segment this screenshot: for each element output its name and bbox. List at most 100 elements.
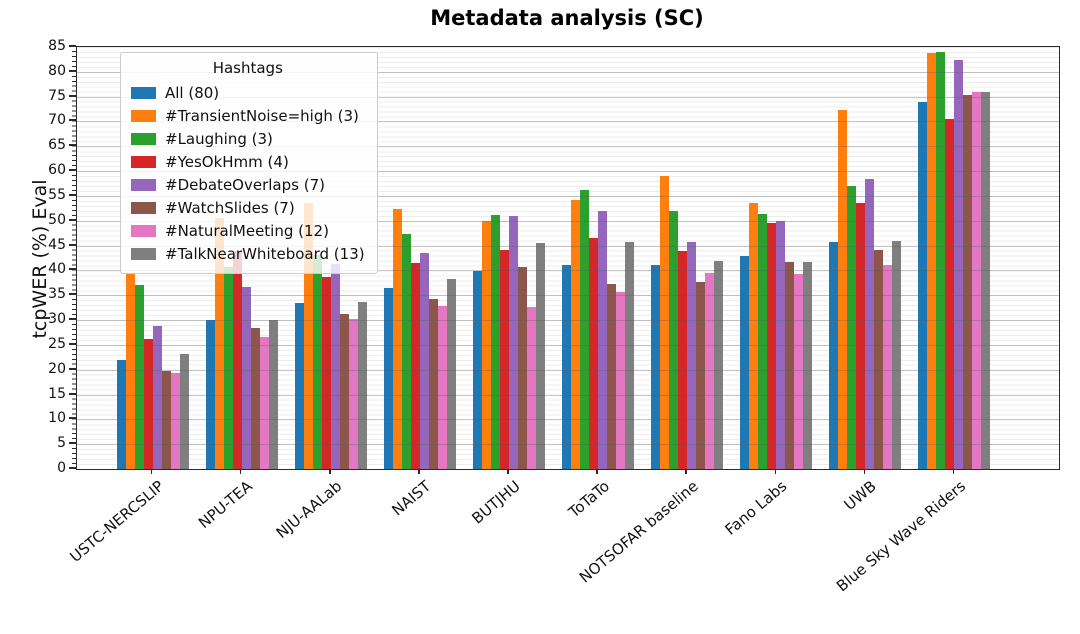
legend-item: #DebateOverlaps (7) <box>131 173 365 196</box>
x-tick-mark <box>774 469 776 474</box>
legend-item: #WatchSlides (7) <box>131 196 365 219</box>
y-tick-label: 25 <box>48 335 66 352</box>
bar <box>865 179 875 469</box>
x-tick-label: NPU-TEA <box>195 477 257 533</box>
bar <box>303 203 313 469</box>
bar <box>259 337 269 469</box>
bar <box>838 109 848 469</box>
bar <box>945 119 955 469</box>
x-tick-mark <box>239 469 242 474</box>
x-tick-label: NAIST <box>388 477 435 520</box>
legend-item: #Laughing (3) <box>131 127 365 150</box>
bar <box>232 250 242 469</box>
bar <box>472 271 482 469</box>
y-tick-mark <box>69 193 76 196</box>
y-tick-label: 15 <box>48 385 66 402</box>
bar <box>616 292 626 469</box>
y-tick-label: 55 <box>48 186 66 203</box>
y-tick-mark <box>69 367 76 370</box>
bar <box>348 318 358 469</box>
y-tick-label: 75 <box>48 87 66 104</box>
x-tick-label: Fano Labs <box>721 477 791 539</box>
bar-group <box>732 47 821 469</box>
bar <box>241 287 251 469</box>
legend: Hashtags All (80) #TransientNoise=high (3… <box>120 52 378 274</box>
bar <box>705 272 715 469</box>
legend-label: #WatchSlides (7) <box>165 198 295 217</box>
bar <box>134 285 144 469</box>
x-tick-mark <box>150 469 153 474</box>
bar-group <box>910 47 999 469</box>
bar <box>535 242 545 469</box>
x-tick-label: NJU-AALab <box>272 477 346 543</box>
bar <box>758 214 768 469</box>
bar <box>428 299 438 469</box>
y-tick-mark <box>69 45 76 47</box>
x-tick-mark <box>685 469 687 474</box>
y-tick-mark <box>69 318 76 321</box>
bar <box>321 277 331 469</box>
y-tick-mark <box>69 342 76 345</box>
bar <box>678 250 688 469</box>
legend-swatch <box>131 155 156 168</box>
x-tick-mark <box>952 469 955 474</box>
bar <box>981 91 991 469</box>
bar <box>508 215 518 469</box>
x-tick-mark <box>507 469 509 474</box>
bar-group <box>553 47 642 469</box>
bar <box>170 373 180 469</box>
legend-label: #TalkNearWhiteboard (13) <box>165 244 365 263</box>
y-tick-mark <box>69 243 76 246</box>
bar <box>803 261 813 469</box>
y-minor-ticks <box>72 46 76 469</box>
bar <box>954 59 964 469</box>
bar <box>125 273 135 469</box>
legend-item: #YesOkHmm (4) <box>131 150 365 173</box>
bar <box>847 186 857 469</box>
plot-area <box>76 46 1060 470</box>
legend-label: #DebateOverlaps (7) <box>165 175 325 194</box>
y-tick-mark <box>69 417 76 420</box>
bar <box>776 220 786 469</box>
bar <box>918 101 928 469</box>
legend-label: #YesOkHmm (4) <box>165 152 289 171</box>
bar <box>392 209 402 469</box>
y-tick-mark <box>69 218 76 221</box>
bar <box>785 261 795 469</box>
bar <box>481 220 491 469</box>
bar <box>143 339 153 469</box>
x-tick-label: BUTJHU <box>468 477 524 528</box>
chart-title: Metadata analysis (SC) <box>430 6 704 30</box>
bar <box>339 314 349 469</box>
bar <box>660 176 670 469</box>
bar <box>972 91 982 469</box>
bar <box>740 255 750 469</box>
bar <box>152 325 162 469</box>
bar <box>936 52 946 469</box>
y-tick-mark <box>69 94 76 97</box>
legend-swatch <box>131 109 156 122</box>
bar <box>357 302 367 469</box>
bar-groups <box>77 47 1059 469</box>
legend-item: #TransientNoise=high (3) <box>131 104 365 127</box>
bar <box>214 218 224 469</box>
legend-swatch <box>131 247 156 260</box>
legend-items: All (80) #TransientNoise=high (3) #Laughin… <box>131 81 365 265</box>
bar <box>294 302 304 469</box>
bar <box>312 255 322 469</box>
bar <box>517 267 527 469</box>
legend-swatch <box>131 224 156 237</box>
bar-group <box>286 47 375 469</box>
y-tick-mark <box>69 119 76 122</box>
legend-label: #Laughing (3) <box>165 129 273 148</box>
y-tick-mark <box>69 144 76 147</box>
y-tick-label: 0 <box>57 460 66 476</box>
y-tick-label: 10 <box>48 410 66 427</box>
bar <box>526 307 536 469</box>
bar <box>330 264 340 469</box>
legend-item: #NaturalMeeting (12) <box>131 219 365 242</box>
y-tick-label: 85 <box>48 38 66 54</box>
bar <box>767 223 777 469</box>
y-tick-label: 60 <box>48 162 66 179</box>
